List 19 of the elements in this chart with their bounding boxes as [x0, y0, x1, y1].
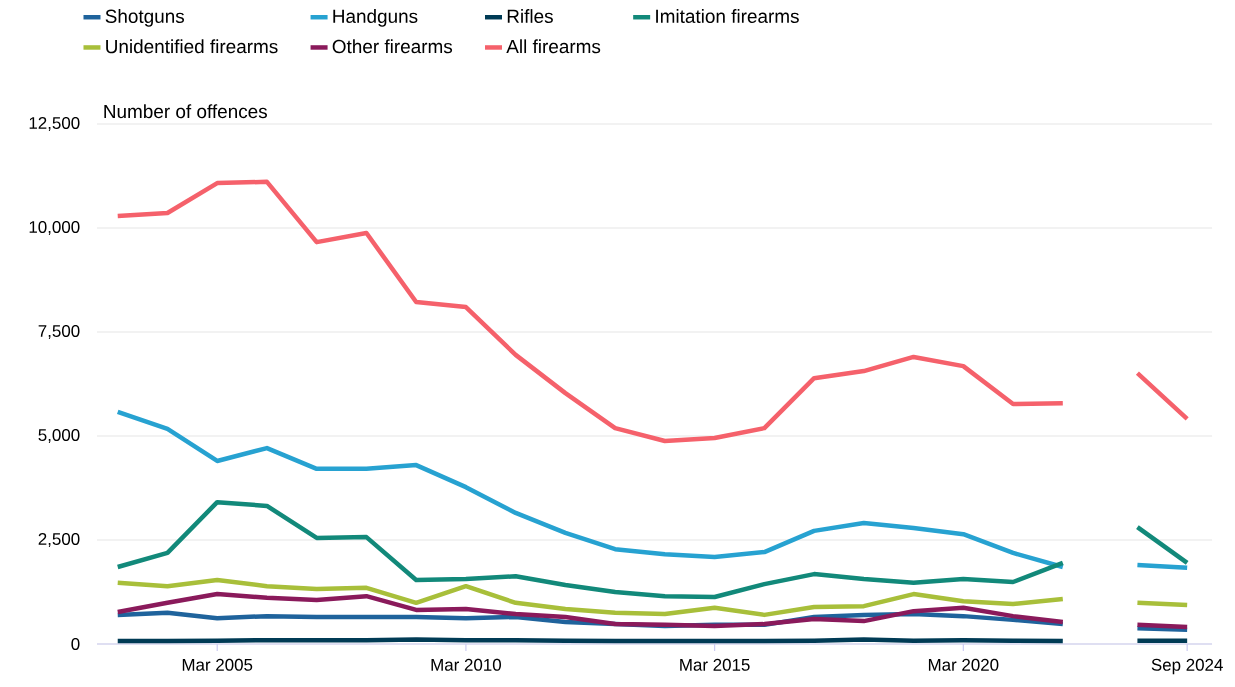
legend-label: All firearms	[506, 39, 601, 54]
legend-label: Imitation firearms	[656, 9, 799, 23]
legend-label: Other firearms	[332, 39, 453, 54]
y-tick-label: 5,000	[38, 429, 80, 443]
x-tick-label: Mar 2010	[431, 658, 502, 671]
x-tick-label: Mar 2020	[928, 658, 999, 671]
legend-label: Shotguns	[105, 9, 185, 27]
y-tick-label: 10,000	[29, 221, 80, 235]
y-axis-title: Number of offences	[104, 104, 267, 119]
x-tick-label: Mar 2005	[182, 658, 253, 671]
x-tick-label: Sep 2024	[1151, 658, 1223, 675]
y-tick-label: 0	[71, 638, 80, 650]
y-tick-label: 12,500	[29, 117, 80, 131]
legend-label: Handguns	[333, 9, 418, 27]
y-tick-label: 7,500	[38, 325, 80, 339]
y-tick-label: 2,500	[38, 533, 80, 547]
x-tick-label: Mar 2015	[680, 658, 750, 671]
legend-label: Rifles	[507, 9, 553, 23]
legend-label: Unidentified firearms	[106, 39, 278, 54]
